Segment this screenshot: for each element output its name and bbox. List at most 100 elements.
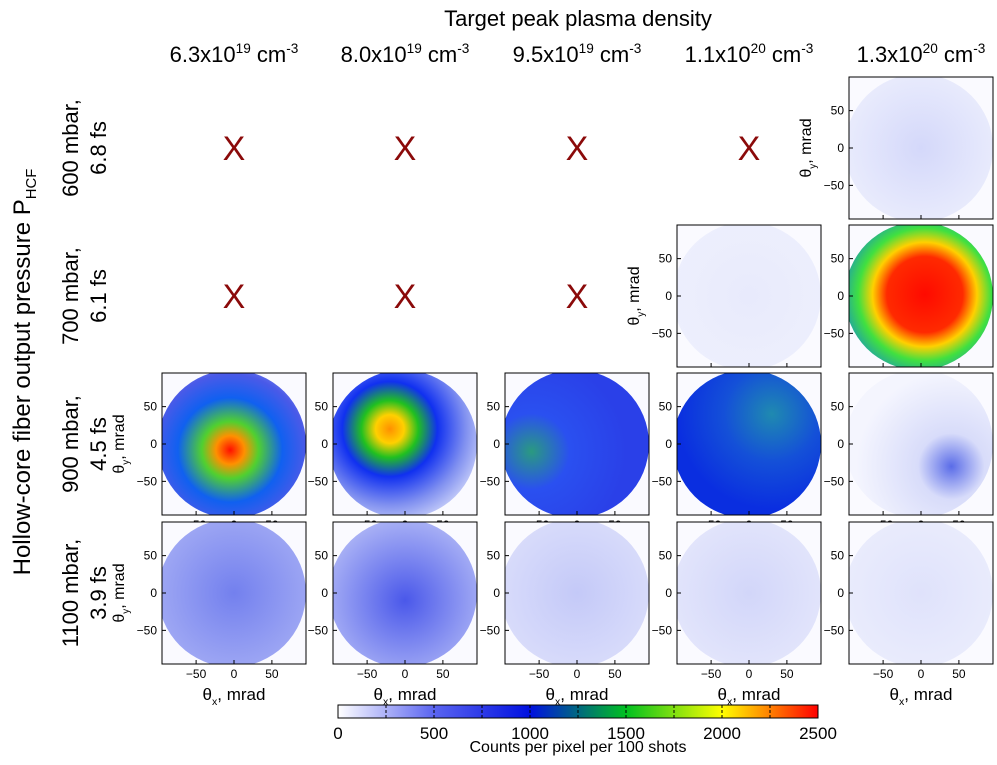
x-axis-label: θx, mrad — [718, 685, 781, 708]
y-axis-label-unit: , mrad — [111, 563, 128, 608]
beam-profile — [677, 522, 821, 664]
y-tick-label: 0 — [493, 437, 500, 451]
row-label: 6.1 fs — [86, 269, 111, 323]
y-tick-label: 0 — [837, 437, 844, 451]
y-tick-label: −50 — [480, 623, 501, 637]
y-tick-label: 50 — [659, 252, 673, 266]
colorbar-label: Counts per pixel per 100 shots — [469, 739, 686, 756]
y-tick-label: 0 — [837, 141, 844, 155]
y-tick-label: 50 — [659, 400, 673, 414]
x-axis-label-unit: , mrad — [904, 685, 952, 704]
beam-profile — [849, 522, 993, 664]
x-tick-label: 50 — [436, 667, 450, 681]
x-axis-label: θx, mrad — [890, 685, 953, 708]
y-tick-label: 50 — [144, 549, 158, 563]
beam-profile — [849, 373, 993, 515]
no-data-mark: X — [566, 130, 589, 168]
x-tick-label: 0 — [402, 667, 409, 681]
column-label: 6.3x1019 cm-3 — [170, 41, 299, 67]
no-data-mark: X — [223, 278, 246, 316]
y-tick-label: −50 — [824, 623, 845, 637]
x-tick-label: 50 — [952, 667, 966, 681]
y-tick-label: 50 — [831, 252, 845, 266]
column-label-unit-exp: -3 — [629, 41, 641, 56]
x-axis-label-sub: x — [212, 696, 218, 708]
y-tick-label: 0 — [321, 437, 328, 451]
x-axis-label-sub: x — [383, 696, 389, 708]
colorbar-tick-label: 0 — [333, 724, 342, 743]
y-axis-label-symbol: θ — [798, 169, 815, 178]
x-axis-label-unit: , mrad — [217, 685, 265, 704]
y-tick-label: 50 — [831, 400, 845, 414]
y-axis-label-sub: y — [121, 460, 132, 465]
column-label-exp: 20 — [923, 41, 939, 56]
beam-profile — [505, 522, 649, 664]
y-tick-label: −50 — [308, 474, 329, 488]
colorbar-tick-label: 1500 — [607, 724, 645, 743]
beam-profile — [162, 522, 306, 664]
no-data-mark: X — [738, 130, 761, 168]
x-tick-label: −50 — [873, 667, 894, 681]
column-label-exp: 19 — [236, 41, 251, 56]
x-axis-label-symbol: θ — [718, 685, 727, 704]
y-axis-label: θy, mrad — [798, 118, 819, 177]
y-tick-label: 0 — [150, 437, 157, 451]
beam-profile — [162, 373, 306, 515]
y-tick-label: 50 — [315, 400, 329, 414]
colorbar-tick-label: 500 — [420, 724, 448, 743]
column-label: 1.3x1020 cm-3 — [857, 41, 986, 67]
x-tick-label: −50 — [186, 667, 207, 681]
no-data-mark: X — [394, 130, 417, 168]
y-tick-label: −50 — [480, 474, 501, 488]
row-axis-label: Hollow-core fiber output pressure PHCF — [9, 169, 40, 576]
x-axis-label-sub: x — [555, 696, 561, 708]
column-label-base: 8.0x10 — [341, 42, 407, 67]
figure-title: Target peak plasma density — [444, 6, 712, 31]
beam-profile — [849, 77, 993, 219]
column-label-unit-exp: -3 — [457, 41, 469, 56]
beam-profile — [505, 373, 649, 515]
y-axis-label: θy, mrad — [111, 563, 132, 622]
row-label: 1100 mbar, — [58, 539, 83, 647]
y-axis-label-symbol: θ — [111, 465, 128, 474]
x-tick-label: 0 — [231, 667, 238, 681]
x-tick-label: 50 — [265, 667, 279, 681]
y-tick-label: 0 — [837, 289, 844, 303]
y-tick-label: 50 — [487, 400, 501, 414]
beam-profile — [677, 225, 821, 367]
y-tick-label: −50 — [824, 178, 845, 192]
column-label: 9.5x1019 cm-3 — [513, 41, 642, 67]
column-label-unit-exp: -3 — [286, 41, 298, 56]
column-label-exp: 19 — [407, 41, 422, 56]
x-axis-label-symbol: θ — [890, 685, 899, 704]
x-axis-label-unit: , mrad — [560, 685, 608, 704]
no-data-mark: X — [566, 278, 589, 316]
x-tick-label: 0 — [918, 667, 925, 681]
column-label-unit: cm — [594, 42, 629, 67]
beam-profile — [849, 225, 993, 367]
colorbar-tick-label: 2500 — [799, 724, 837, 743]
y-axis-label-sub: y — [636, 312, 647, 317]
y-axis-label-sub: y — [808, 164, 819, 169]
x-tick-label: 50 — [608, 667, 622, 681]
y-tick-label: 50 — [487, 549, 501, 563]
x-axis-label-symbol: θ — [546, 685, 555, 704]
column-label-base: 6.3x10 — [170, 42, 236, 67]
column-label-unit: cm — [251, 42, 286, 67]
y-tick-label: 0 — [837, 586, 844, 600]
y-tick-label: 50 — [144, 400, 158, 414]
row-axis-label-text: Hollow-core fiber output pressure P — [9, 199, 36, 575]
y-axis-label: θy, mrad — [626, 266, 647, 325]
x-tick-label: 50 — [780, 667, 794, 681]
row-label: 3.9 fs — [86, 566, 111, 620]
x-axis-label-sub: x — [727, 696, 733, 708]
y-tick-label: −50 — [652, 623, 673, 637]
x-tick-label: 0 — [574, 667, 581, 681]
column-label-unit-exp: -3 — [973, 41, 985, 56]
y-tick-label: −50 — [137, 474, 158, 488]
y-tick-label: 0 — [150, 586, 157, 600]
y-axis-label-sub: y — [121, 609, 132, 614]
row-label: 6.8 fs — [86, 121, 111, 175]
no-data-mark: X — [394, 278, 417, 316]
